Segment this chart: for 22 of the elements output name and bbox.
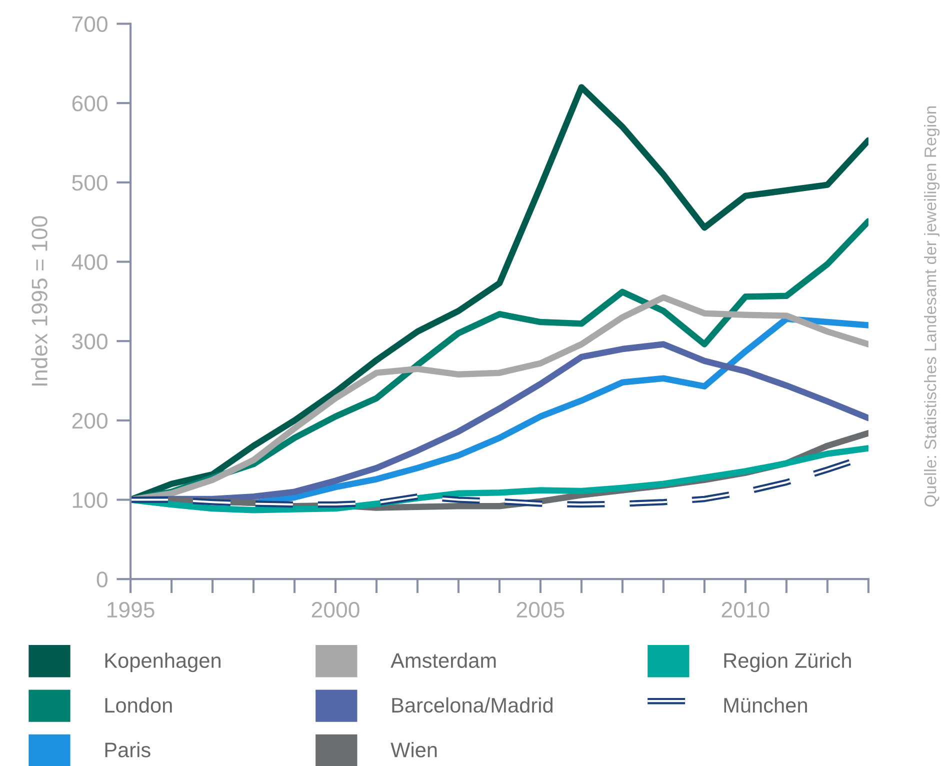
y-tick-label: 600 [72, 96, 108, 112]
legend-label: München [724, 697, 807, 713]
y-tick-label: 100 [72, 492, 108, 508]
legend-label: Barcelona/Madrid [392, 697, 552, 713]
x-tick-label: 2010 [722, 602, 770, 618]
y-tick-label: 0 [96, 572, 108, 588]
x-tick-label: 2005 [516, 602, 564, 618]
legend-label: Kopenhagen [105, 652, 220, 672]
x-tick-label: 1995 [108, 602, 154, 618]
legend-label: Paris [105, 742, 150, 758]
legend-label: Amsterdam [390, 652, 496, 668]
legend-label: Region Zürich [724, 652, 851, 672]
y-tick-label: 400 [72, 254, 108, 270]
legend-label: London [105, 697, 172, 713]
y-tick-label: 500 [72, 174, 108, 191]
y-axis-title: Index 1995 = 100 [31, 216, 48, 386]
source-note: Quelle: Statistisches Landesamt der jeweiligen Region [924, 106, 940, 507]
y-tick-label: 700 [72, 16, 108, 32]
y-tick-label: 300 [72, 334, 108, 350]
y-tick-label: 200 [72, 412, 108, 429]
x-tick-label: 2000 [312, 602, 360, 618]
legend-label: Wien [390, 742, 437, 758]
